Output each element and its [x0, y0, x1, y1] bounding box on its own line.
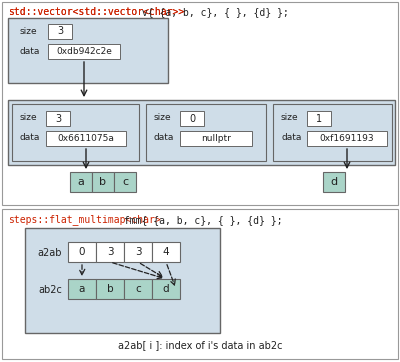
Bar	[46, 111, 70, 126]
Text: 3: 3	[55, 114, 61, 123]
Bar	[25, 228, 220, 333]
Text: c: c	[135, 284, 141, 294]
Bar	[323, 172, 345, 192]
Text: b: b	[100, 177, 106, 187]
Text: v{ {a, b, c}, { }, {d} };: v{ {a, b, c}, { }, {d} };	[136, 7, 288, 17]
Text: steps::flat_multimap<char>: steps::flat_multimap<char>	[8, 215, 161, 226]
Bar	[2, 209, 398, 359]
Text: 4: 4	[163, 247, 169, 257]
Text: std::vector<std::vector<char>>: std::vector<std::vector<char>>	[8, 7, 184, 17]
Text: 0xf1691193: 0xf1691193	[320, 134, 374, 143]
Bar	[307, 131, 387, 146]
Text: 3: 3	[135, 247, 141, 257]
Text: 0xdb942c2e: 0xdb942c2e	[56, 47, 112, 56]
Bar	[146, 104, 266, 161]
Text: d: d	[330, 177, 338, 187]
Text: data: data	[20, 47, 40, 56]
Bar	[273, 104, 392, 161]
Text: data: data	[281, 134, 301, 143]
Bar	[68, 242, 96, 262]
Bar	[124, 242, 152, 262]
Text: data: data	[20, 134, 40, 143]
Text: a: a	[78, 177, 84, 187]
Bar	[152, 242, 180, 262]
Bar	[180, 131, 252, 146]
Text: ab2c: ab2c	[38, 285, 62, 295]
Text: 0: 0	[79, 247, 85, 257]
Text: size: size	[20, 28, 38, 37]
Bar	[12, 104, 139, 161]
Bar	[8, 18, 168, 83]
Text: 3: 3	[107, 247, 113, 257]
Text: std::vector<std::vector<char>>: std::vector<std::vector<char>>	[8, 7, 184, 17]
Bar	[180, 111, 204, 126]
Text: fmm{ {a, b, c}, { }, {d} };: fmm{ {a, b, c}, { }, {d} };	[118, 215, 283, 225]
Text: size: size	[20, 114, 38, 122]
Text: 0x6611075a: 0x6611075a	[58, 134, 114, 143]
Text: size: size	[281, 114, 299, 122]
Bar	[48, 24, 72, 39]
Bar	[48, 44, 120, 59]
Text: 3: 3	[57, 26, 63, 37]
Text: 1: 1	[316, 114, 322, 123]
Bar	[8, 100, 395, 165]
Text: std::vector<std::vector<char>> v{ {a, b, c}, { }, {d} };: std::vector<std::vector<char>> v{ {a, b,…	[8, 7, 337, 17]
Bar	[68, 279, 96, 299]
Text: a: a	[79, 284, 85, 294]
Text: nullptr: nullptr	[201, 134, 231, 143]
Bar	[92, 172, 114, 192]
Text: b: b	[107, 284, 113, 294]
Text: d: d	[163, 284, 169, 294]
Bar	[46, 131, 126, 146]
Bar	[70, 172, 92, 192]
Bar	[307, 111, 331, 126]
Text: c: c	[122, 177, 128, 187]
Text: data: data	[154, 134, 174, 143]
Text: a2ab: a2ab	[38, 248, 62, 258]
Bar	[96, 279, 124, 299]
Text: 0: 0	[189, 114, 195, 123]
Text: a2ab[ i ]: index of i's data in ab2c: a2ab[ i ]: index of i's data in ab2c	[118, 340, 282, 350]
Bar	[152, 279, 180, 299]
Bar	[96, 242, 124, 262]
Bar	[2, 2, 398, 205]
Text: size: size	[154, 114, 172, 122]
Bar	[114, 172, 136, 192]
Bar	[124, 279, 152, 299]
